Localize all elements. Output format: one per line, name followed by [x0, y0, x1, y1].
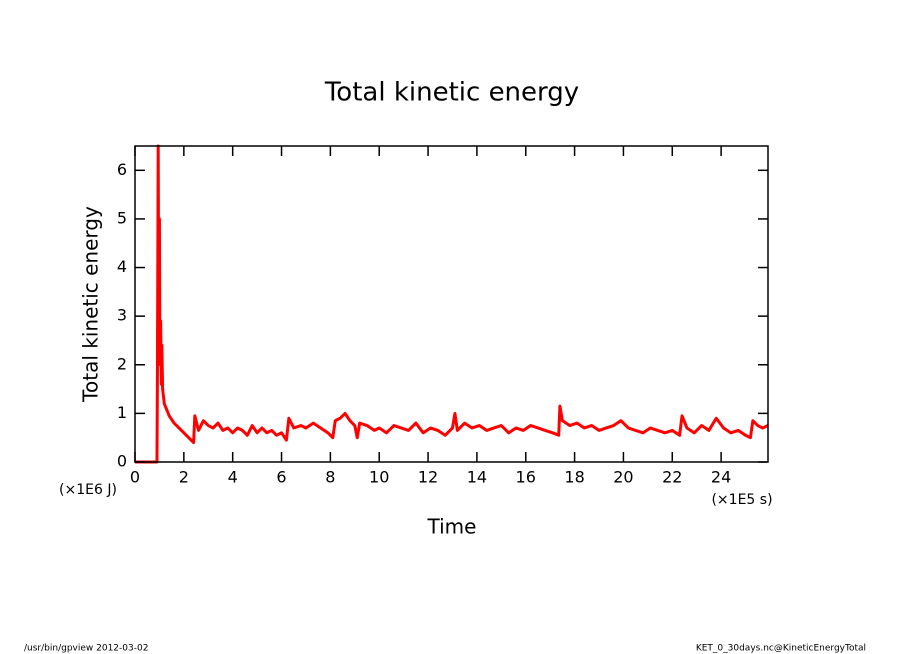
x-tick-label: 0: [130, 468, 140, 487]
y-tick-label: 6: [117, 160, 127, 179]
x-tick-label: 22: [662, 468, 682, 487]
x-tick-label: 2: [179, 468, 189, 487]
x-tick-label: 12: [418, 468, 438, 487]
x-tick-label: 4: [228, 468, 238, 487]
y-axis-label: Total kinetic energy: [79, 206, 103, 403]
y-tick-label: 2: [117, 354, 127, 373]
x-tick-label: 14: [467, 468, 487, 487]
footer-right: KET_0_30days.nc@KineticEnergyTotal: [696, 644, 866, 654]
x-axis-label: Time: [427, 515, 477, 539]
y-tick-label: 4: [117, 257, 127, 276]
chart-title: Total kinetic energy: [324, 78, 579, 108]
y-tick-label: 3: [117, 306, 127, 325]
y-tick-label: 1: [117, 403, 127, 422]
y-tick-label: 0: [117, 452, 127, 471]
x-tick-label: 8: [325, 468, 335, 487]
y-tick-label: 5: [117, 208, 127, 227]
x-tick-label: 18: [564, 468, 584, 487]
x-tick-label: 16: [516, 468, 536, 487]
plot-frame: [134, 145, 769, 463]
x-unit: (×1E5 s): [711, 492, 772, 508]
x-tick-label: 6: [276, 468, 286, 487]
footer-left: /usr/bin/gpview 2012-03-02: [24, 644, 148, 654]
y-unit: (×1E6 J): [59, 482, 117, 498]
x-tick-label: 10: [369, 468, 389, 487]
x-tick-label: 24: [711, 468, 731, 487]
x-tick-label: 20: [613, 468, 633, 487]
data-line: [135, 144, 769, 464]
